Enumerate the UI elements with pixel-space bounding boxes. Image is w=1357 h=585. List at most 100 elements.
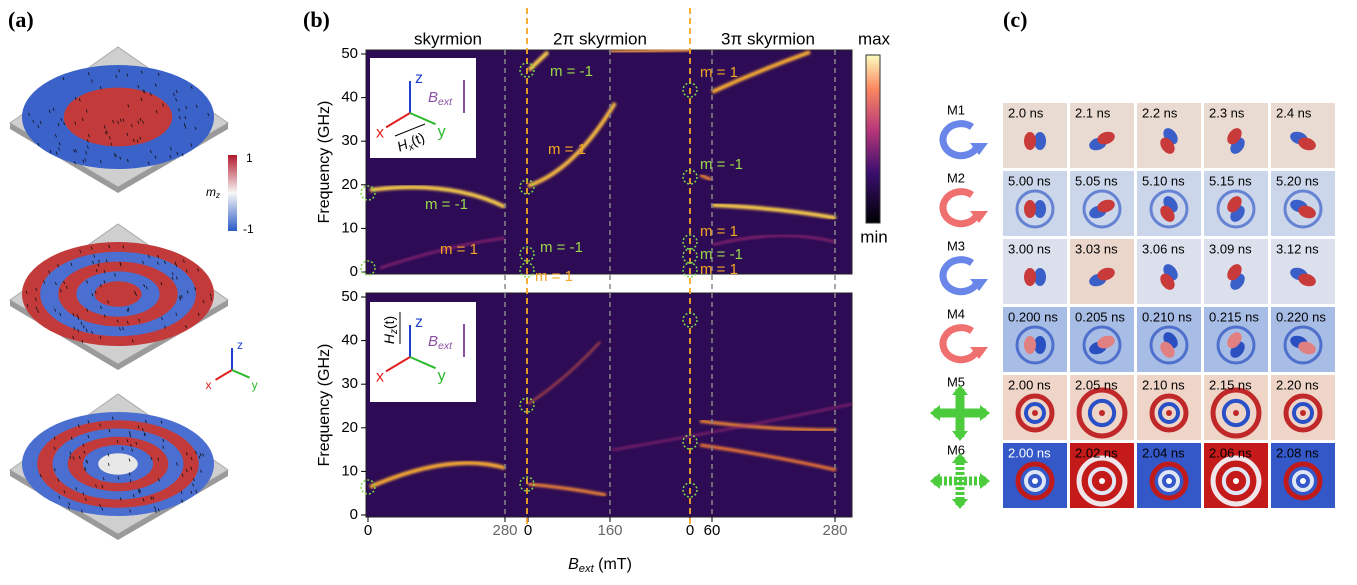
x-tick-label: 280 [492,522,517,539]
time-label: 0.220 ns [1276,309,1326,324]
y-axis-label: Frequency (GHz) [316,101,333,224]
x-tick-label: 0 [686,522,694,539]
x-tick-label: 0 [364,522,372,539]
time-label: 2.02 ns [1075,445,1118,460]
snapshot-core [1032,410,1038,416]
time-label: 3.00 ns [1008,241,1051,256]
time-label: 2.08 ns [1276,445,1319,460]
label-sub: ext [438,340,453,352]
time-label: 2.00 ns [1008,377,1051,392]
time-label: 0.200 ns [1008,309,1058,324]
y-axis-label: Frequency (GHz) [316,344,333,467]
time-label: 5.10 ns [1142,173,1185,188]
row-label: M5 [947,374,965,389]
axis-label: z [415,314,423,331]
mode-label: m = 1 [700,223,738,240]
y-tick-label: 10 [341,462,358,479]
snapshot-core [1300,478,1306,484]
time-label: 3.03 ns [1075,241,1118,256]
x-tick-label: 0 [524,522,532,539]
snapshot-core [1300,410,1306,416]
time-label: 5.15 ns [1209,173,1252,188]
time-label: 2.3 ns [1209,105,1245,120]
row-label: M1 [947,102,965,117]
time-label: 2.06 ns [1209,445,1252,460]
mode-label: m = 1 [548,141,586,158]
axis-label: x [376,369,384,386]
y-tick-label: 30 [341,375,358,392]
snapshot-lobe [1024,268,1036,286]
axis-label: y [438,123,446,140]
spectral-line [610,50,690,52]
snapshot-core [1166,478,1172,484]
mode-label: m = -1 [425,196,468,213]
y-tick-label: 50 [341,288,358,305]
rotation-icon [943,124,978,156]
axis-label: x [206,378,212,392]
y-tick-label: 30 [341,132,358,149]
label-base: B [428,333,438,350]
snapshot-lobe [1024,336,1036,354]
panel-label: (b) [303,7,330,32]
time-label: 2.04 ns [1142,445,1185,460]
time-label: 2.4 ns [1276,105,1312,120]
time-label: 3.09 ns [1209,241,1252,256]
y-tick-label: 40 [341,332,358,349]
axis-label: y [252,378,258,392]
mode-label: m = 1 [440,241,478,258]
snapshot-core [1099,478,1105,484]
x-tick-label: 280 [822,522,847,539]
snapshot-core [1099,410,1105,416]
y-tick-label: 10 [341,219,358,236]
disc-ring [98,453,138,474]
time-label: 2.15 ns [1209,377,1252,392]
row-label: M2 [947,170,965,185]
x-tick-label: 160 [597,522,622,539]
mode-label: m = -1 [540,239,583,256]
breathing-icon [934,457,986,505]
y-tick-label: 20 [341,176,358,193]
label-sub: z [215,191,220,200]
y-tick-label: 20 [341,419,358,436]
axis-arrow [216,370,233,380]
breathing-icon-head [980,473,990,489]
disc-ring [94,281,141,307]
snapshot-core [1233,478,1239,484]
rotation-icon [943,192,978,224]
time-label: 5.00 ns [1008,173,1051,188]
breathing-icon-head [980,405,990,421]
axis-label: z [237,338,243,352]
time-label: 5.20 ns [1276,173,1319,188]
colorbar-tick: 1 [246,151,253,165]
section-label: 3π skyrmion [721,29,815,48]
rotation-icon [943,328,978,360]
axis-label: y [438,367,446,384]
mode-label: m = -1 [550,63,593,80]
label-rest: (mT) [594,556,632,573]
snapshot-lobe [1024,132,1036,150]
rotation-icon [943,260,978,292]
axis-label: x [376,125,384,142]
snapshot-lobe [1024,200,1036,218]
time-label: 3.12 ns [1276,241,1319,256]
mode-label: m = 1 [535,268,573,285]
y-tick-label: 0 [350,506,358,523]
label-sub: ext [579,563,595,575]
time-label: 2.20 ns [1276,377,1319,392]
breathing-icon [934,389,986,437]
colorbar [866,55,880,223]
label-base: B [568,556,579,573]
breathing-icon-head [952,431,968,441]
time-label: 0.210 ns [1142,309,1192,324]
row-label: M3 [947,238,965,253]
time-label: 2.1 ns [1075,105,1111,120]
section-label: 2π skyrmion [553,29,647,48]
time-label: 2.2 ns [1142,105,1178,120]
y-tick-label: 50 [341,45,358,62]
label-rest: (t) [381,316,397,329]
mode-label: m = 1 [700,261,738,278]
snapshot-core [1032,478,1038,484]
disc-ring [64,88,173,147]
time-label: 0.215 ns [1209,309,1259,324]
breathing-icon-head [930,473,940,489]
